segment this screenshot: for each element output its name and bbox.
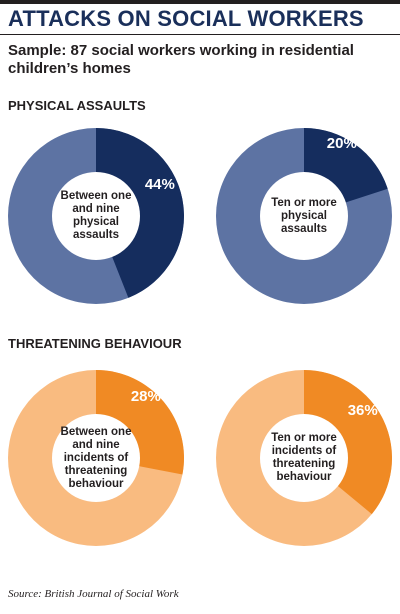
donut-hole	[260, 414, 348, 502]
donut-percent-label: 20%	[326, 134, 357, 152]
subtitle: Sample: 87 social workers working in res…	[8, 42, 354, 77]
donut-percent-label: 36%	[347, 401, 378, 419]
donut-hole	[260, 172, 348, 260]
donut-hole	[52, 414, 140, 502]
donut-threat-ten-or-more: Ten or more incidents of threatening beh…	[216, 370, 392, 546]
source-note: Source: British Journal of Social Work	[8, 588, 179, 600]
donut-center-label: Between one and nine incidents of threat…	[60, 425, 132, 490]
donut-value-slice	[96, 128, 184, 298]
donut-threat-one-to-nine: Between one and nine incidents of threat…	[8, 370, 184, 546]
donut-percent-label: 44%	[144, 175, 175, 193]
page-title: ATTACKS ON SOCIAL WORKERS	[8, 6, 364, 31]
donut-physical-one-to-nine: Between one and nine physical assaults 4…	[8, 128, 184, 304]
donut-physical-ten-or-more: Ten or more physical assaults 20%	[216, 128, 392, 304]
title-divider	[0, 34, 400, 35]
top-rule	[0, 0, 400, 4]
donut-center-label: Ten or more incidents of threatening beh…	[271, 432, 337, 483]
donut-percent-label: 28%	[130, 387, 161, 405]
donut-value-slice	[304, 370, 392, 515]
donut-center-label: Between one and nine physical assaults	[60, 190, 132, 241]
section-title-physical-assaults: PHYSICAL ASSAULTS	[8, 98, 146, 113]
section-title-threatening-behaviour: THREATENING BEHAVIOUR	[8, 336, 182, 351]
donut-center-label: Ten or more physical assaults	[271, 196, 337, 235]
donut-hole	[52, 172, 140, 260]
